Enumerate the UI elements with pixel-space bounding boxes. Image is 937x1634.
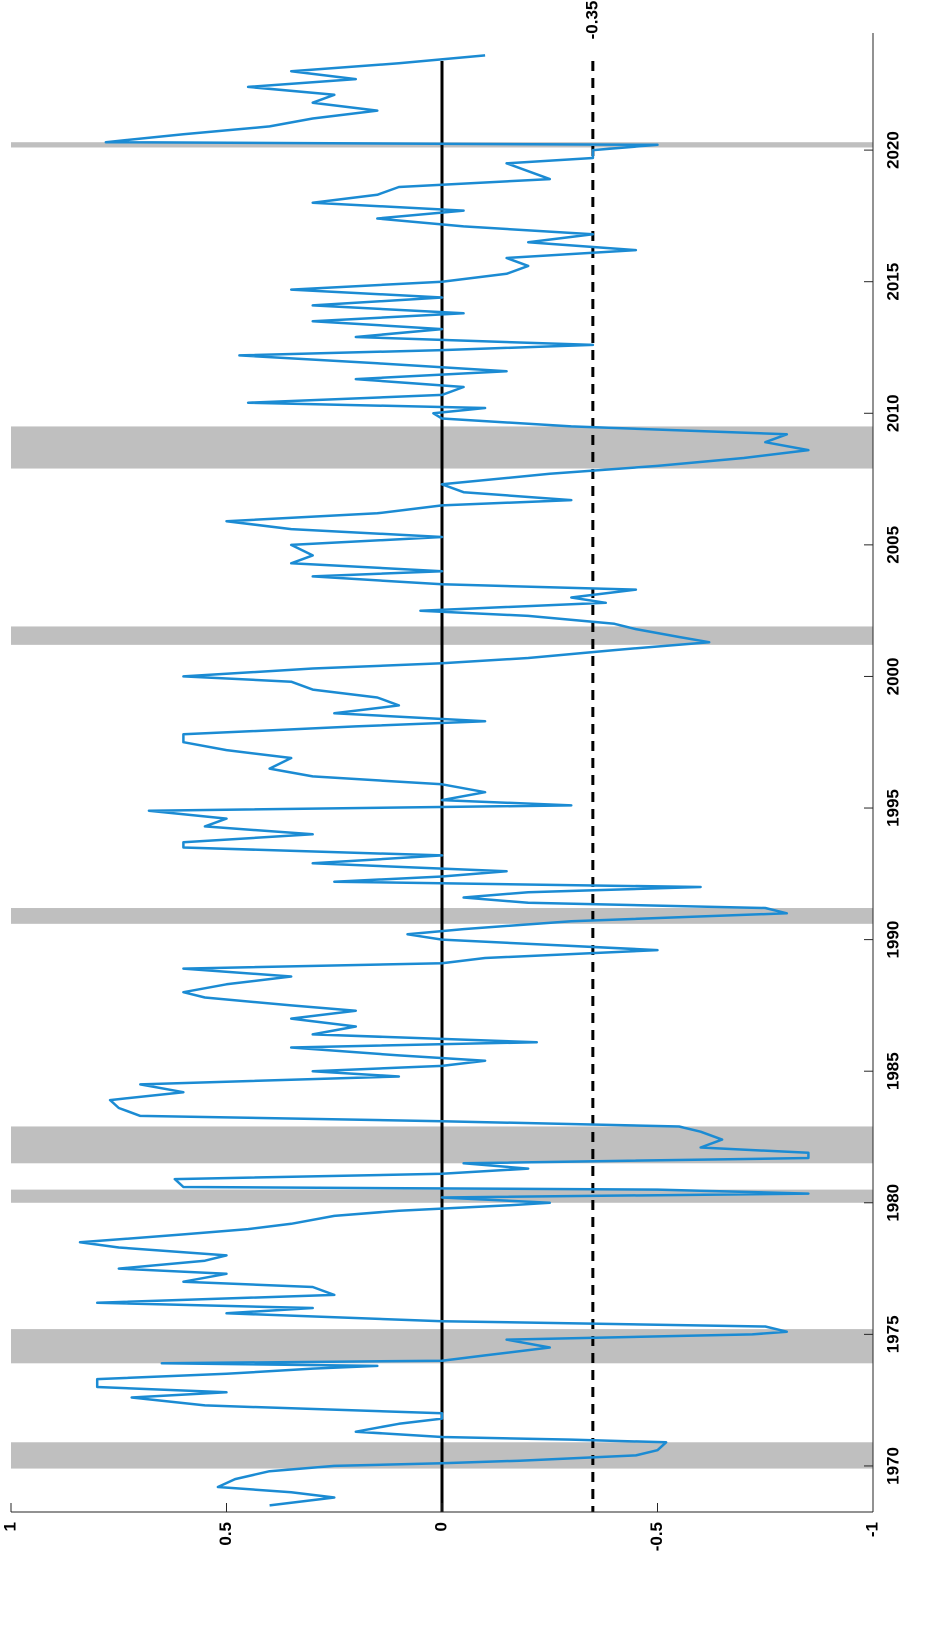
time-tick-label: 2010 bbox=[883, 394, 902, 432]
time-tick-label: 1995 bbox=[883, 789, 902, 827]
time-tick-label: 1980 bbox=[883, 1184, 902, 1222]
reference-label: -0.35 bbox=[582, 1, 601, 40]
value-tick-label: -0.5 bbox=[647, 1522, 666, 1551]
time-tick-label: 1990 bbox=[883, 921, 902, 959]
value-tick-label: 1 bbox=[0, 1522, 19, 1531]
time-tick-label: 2005 bbox=[883, 526, 902, 564]
time-tick-label: 2000 bbox=[883, 658, 902, 696]
time-tick-label: 2015 bbox=[883, 263, 902, 301]
time-tick-label: 1985 bbox=[883, 1052, 902, 1090]
value-tick-label: -1 bbox=[862, 1522, 881, 1537]
value-tick-label: 0 bbox=[431, 1522, 450, 1531]
time-tick-label: 1970 bbox=[883, 1447, 902, 1485]
data-line bbox=[78, 54, 810, 1507]
time-tick-label: 2020 bbox=[883, 131, 902, 169]
value-tick-label: 0.5 bbox=[216, 1522, 235, 1546]
time-tick-label: 1975 bbox=[883, 1315, 902, 1353]
